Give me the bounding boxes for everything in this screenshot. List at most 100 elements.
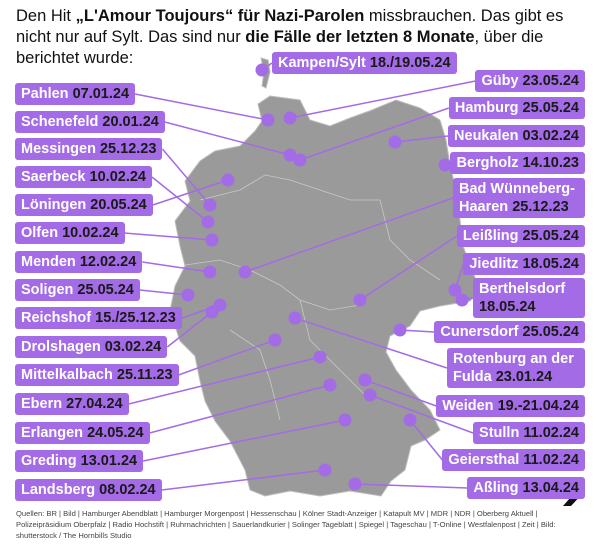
- incident-date: 13.04.24: [522, 480, 579, 496]
- location-dot: [455, 293, 469, 307]
- location-label: Saerbeck 10.02.24: [15, 166, 152, 188]
- place-name: Aßling: [473, 480, 519, 496]
- location-dot: [261, 113, 275, 127]
- location-dot: [283, 111, 297, 125]
- incident-date: 25.05.24: [522, 324, 579, 340]
- location-label: Cunersdorf 25.05.24: [434, 321, 585, 343]
- location-label: Weiden 19.-21.04.24: [436, 395, 585, 417]
- connector-line: [354, 483, 468, 489]
- location-label: Löningen 20.05.24: [15, 194, 153, 216]
- place-name: Geiersthal: [448, 452, 520, 468]
- location-label: Aßling 13.04.24: [467, 477, 585, 499]
- connector-line: [134, 93, 269, 121]
- location-label: Erlangen 24.05.24: [15, 422, 150, 444]
- location-label: Soligen 25.05.24: [15, 279, 140, 301]
- connector-line: [149, 384, 331, 434]
- connector-line: [289, 80, 476, 119]
- location-label: Rotenburg an der Fulda 23.01.24: [447, 348, 585, 388]
- place-name: Ebern: [21, 396, 63, 412]
- location-dot: [293, 153, 307, 167]
- place-name: Jiedlitz: [469, 256, 519, 272]
- connector-line: [299, 107, 450, 161]
- place-name: Bad Wünneberg-Haaren: [459, 181, 575, 215]
- headline: Den Hit „L'Amour Toujours“ für Nazi-Paro…: [16, 6, 576, 69]
- place-name: Schenefeld: [21, 114, 99, 130]
- location-dot: [268, 333, 282, 347]
- location-dot: [388, 135, 402, 149]
- location-label: Güby 23.05.24: [475, 70, 585, 92]
- location-label: Leißling 25.05.24: [456, 225, 585, 247]
- incident-date: 11.02.24: [523, 425, 579, 441]
- headline-segment: „L'Amour Toujours“ für Nazi-Parolen: [75, 7, 365, 25]
- connector-line: [164, 121, 291, 156]
- location-dot: [203, 198, 217, 212]
- incident-date: 13.01.24: [80, 453, 138, 469]
- connector-line: [152, 179, 229, 206]
- incident-date: 07.01.24: [72, 86, 130, 102]
- location-dot: [283, 148, 297, 162]
- place-name: Löningen: [21, 197, 87, 213]
- connector-line: [142, 419, 346, 462]
- location-dot: [288, 311, 302, 325]
- place-name: Kampen/Sylt: [278, 55, 366, 71]
- connector-line: [359, 235, 458, 301]
- location-label: Berthelsdorf 18.05.24: [473, 278, 585, 318]
- place-name: Rotenburg an der Fulda: [453, 351, 574, 385]
- incident-date: 08.02.24: [99, 482, 156, 498]
- incident-date: 18.05.24: [522, 256, 579, 272]
- incident-date: 03.02.24: [522, 128, 579, 144]
- place-name: Hamburg: [454, 100, 519, 116]
- incident-date: 18.05.24: [479, 299, 536, 315]
- location-label: Landsberg 08.02.24: [15, 479, 162, 501]
- location-label: Greding 13.01.24: [15, 450, 144, 472]
- sources: Quellen: BR | Bild | Hamburger Abendblat…: [16, 509, 556, 540]
- connector-line: [409, 419, 443, 461]
- location-dot: [363, 388, 377, 402]
- incident-date: 25.05.24: [77, 282, 134, 298]
- location-dot: [358, 373, 372, 387]
- germany-map: [169, 57, 481, 497]
- connector-line: [166, 311, 213, 348]
- connector-line: [151, 176, 209, 223]
- location-dot: [255, 63, 269, 77]
- location-label: Neukalen 03.02.24: [448, 125, 585, 147]
- location-label: Kampen/Sylt 18./19.05.24: [272, 52, 457, 74]
- incident-date: 20.05.24: [90, 197, 147, 213]
- location-label: Jiedlitz 18.05.24: [463, 253, 585, 275]
- location-dot: [181, 288, 195, 302]
- place-name: Landsberg: [21, 482, 96, 498]
- location-label: Drolshagen 03.02.24: [15, 336, 168, 358]
- location-label: Messingen 25.12.23: [15, 138, 163, 160]
- location-label: Olfen 10.02.24: [15, 222, 125, 244]
- incident-date: 24.05.24: [87, 425, 144, 441]
- incident-date: 10.02.24: [89, 169, 146, 185]
- headline-segment: missbrauchen. Das gibt es nicht nur auf …: [16, 7, 564, 46]
- connector-line: [364, 379, 437, 407]
- location-dot: [313, 350, 327, 364]
- location-dot: [353, 293, 367, 307]
- place-name: Mittelkalbach: [21, 367, 113, 383]
- location-dot: [203, 265, 217, 279]
- headline-segment: , über die berichtet wurde:: [16, 28, 544, 67]
- location-label: Ebern 27.04.24: [15, 393, 129, 415]
- incident-date: 14.10.23: [522, 155, 579, 171]
- location-label: Bad Wünneberg-Haaren 25.12.23: [453, 178, 585, 218]
- headline-segment: die Fälle der letzten 8 Monate: [245, 28, 475, 46]
- incident-date: 27.04.24: [66, 396, 123, 412]
- location-dot: [393, 323, 407, 337]
- place-name: Menden: [21, 254, 76, 270]
- incident-date: 12.02.24: [79, 254, 137, 270]
- connector-line: [244, 197, 454, 273]
- location-dot: [318, 463, 332, 477]
- location-label: Stulln 11.02.24: [473, 422, 585, 444]
- location-label: Reichshof 15./25.12.23: [15, 307, 182, 329]
- location-dot: [338, 413, 352, 427]
- incident-date: 25.12.23: [512, 199, 569, 215]
- location-dot: [448, 283, 462, 297]
- location-label: Menden 12.02.24: [15, 251, 143, 273]
- connector-line: [142, 261, 211, 273]
- incident-date: 11.02.24: [523, 452, 579, 468]
- connector-line: [369, 394, 474, 434]
